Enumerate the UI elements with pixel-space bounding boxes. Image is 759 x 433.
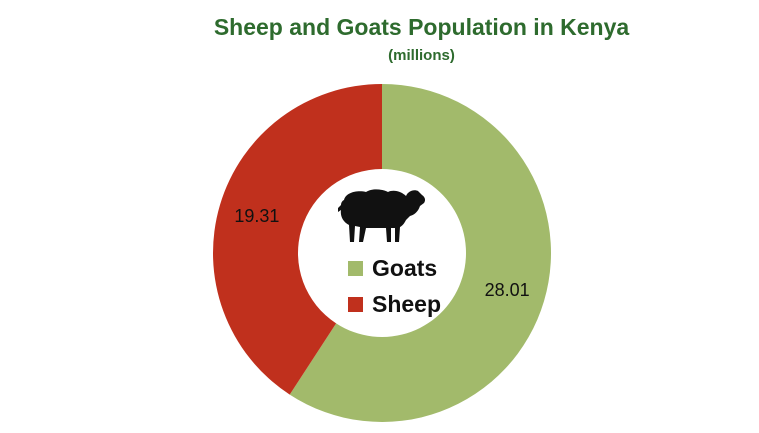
sheep-icon — [338, 189, 426, 242]
legend-swatch-sheep — [348, 296, 363, 312]
slice-label-goats: 28.01 — [485, 280, 530, 300]
slice-sheep — [212, 84, 382, 395]
legend-swatch-goats — [348, 260, 363, 276]
chart-title: Sheep and Goats Population in Kenya — [213, 14, 630, 40]
legend-item-goats: Goats — [348, 250, 441, 286]
legend-label-sheep: Sheep — [372, 290, 442, 317]
legend-item-sheep: Sheep — [348, 286, 441, 322]
slice-label-sheep: 19.31 — [234, 206, 279, 226]
legend: Goats Sheep — [348, 250, 441, 322]
chart-subtitle: (millions) — [388, 47, 455, 64]
slice-goats — [289, 84, 551, 422]
legend-label-goats: Goats — [372, 254, 438, 281]
